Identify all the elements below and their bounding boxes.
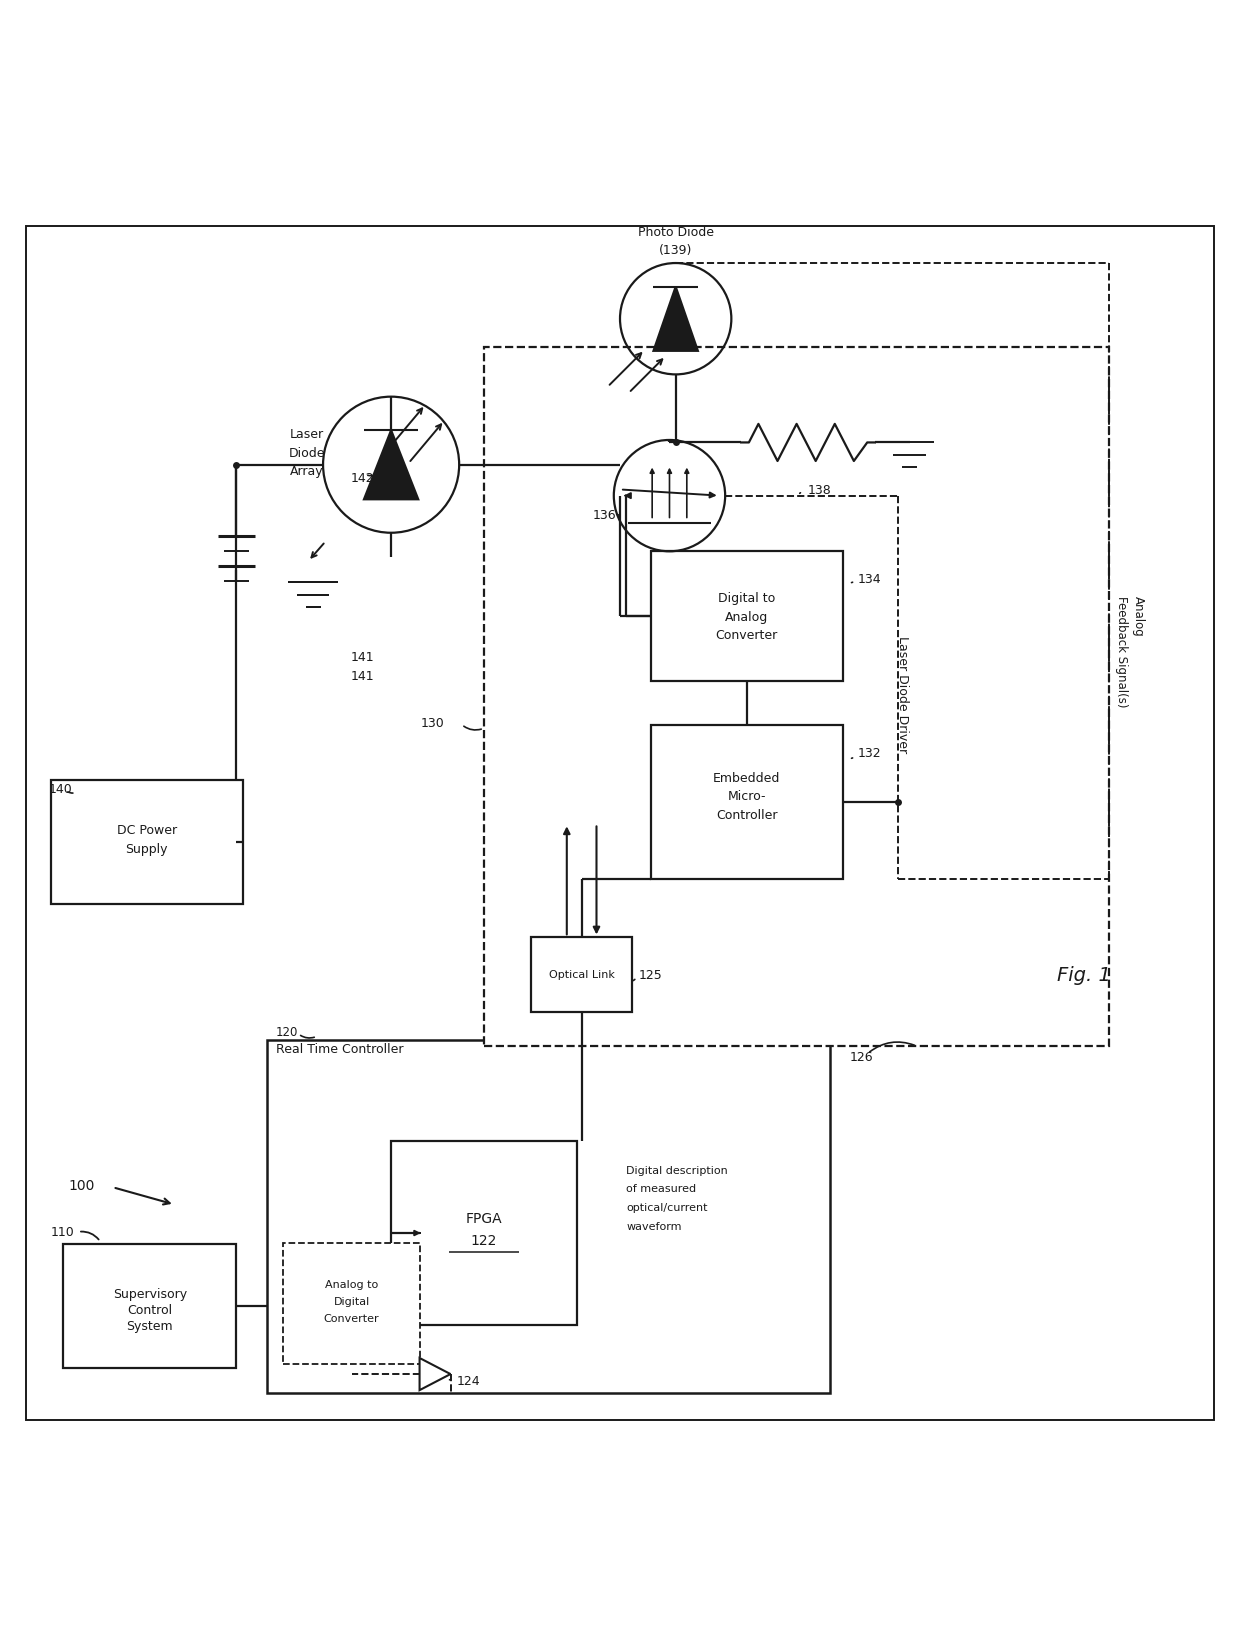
FancyBboxPatch shape — [26, 227, 1214, 1421]
Text: System: System — [126, 1320, 174, 1333]
FancyBboxPatch shape — [651, 552, 843, 682]
Text: of measured: of measured — [626, 1183, 697, 1193]
Text: Micro-: Micro- — [728, 789, 766, 803]
Text: 126: 126 — [851, 1050, 874, 1063]
Text: optical/current: optical/current — [626, 1203, 708, 1213]
Text: Digital: Digital — [334, 1297, 370, 1307]
Text: Real Time Controller: Real Time Controller — [277, 1043, 403, 1055]
Text: Supply: Supply — [125, 842, 167, 855]
Text: 120: 120 — [277, 1025, 299, 1038]
Text: 140: 140 — [48, 783, 72, 796]
FancyBboxPatch shape — [63, 1244, 237, 1368]
Text: 138: 138 — [808, 483, 832, 496]
Text: 134: 134 — [858, 574, 882, 585]
Text: 110: 110 — [51, 1226, 74, 1239]
Text: Analog
Feedback Signal(s): Analog Feedback Signal(s) — [1115, 595, 1145, 707]
Polygon shape — [419, 1358, 450, 1391]
Text: 132: 132 — [858, 747, 882, 760]
Text: Optical Link: Optical Link — [549, 971, 615, 981]
Text: Fig. 1: Fig. 1 — [1056, 966, 1111, 984]
Text: 136: 136 — [593, 508, 616, 521]
Text: Diode: Diode — [289, 447, 325, 460]
Polygon shape — [653, 287, 698, 351]
Text: 124: 124 — [456, 1374, 480, 1388]
Text: Embedded: Embedded — [713, 771, 780, 784]
Text: 130: 130 — [420, 717, 444, 728]
Text: Control: Control — [128, 1304, 172, 1317]
FancyBboxPatch shape — [391, 1142, 577, 1325]
Text: 141: 141 — [350, 669, 374, 682]
FancyBboxPatch shape — [484, 348, 1109, 1046]
FancyBboxPatch shape — [531, 938, 632, 1012]
Polygon shape — [363, 430, 418, 499]
Text: Laser: Laser — [290, 428, 324, 442]
Text: Digital description: Digital description — [626, 1165, 728, 1175]
Text: waveform: waveform — [626, 1221, 682, 1231]
Text: 100: 100 — [68, 1178, 95, 1192]
FancyBboxPatch shape — [651, 725, 843, 880]
Text: Converter: Converter — [324, 1313, 379, 1323]
Text: Converter: Converter — [715, 630, 777, 643]
Text: Digital to: Digital to — [718, 592, 775, 605]
Text: Photo Diode: Photo Diode — [637, 226, 714, 239]
Text: Controller: Controller — [715, 808, 777, 821]
Text: (139): (139) — [658, 244, 692, 257]
FancyBboxPatch shape — [51, 781, 243, 905]
Text: 141: 141 — [350, 651, 374, 664]
Text: Supervisory: Supervisory — [113, 1287, 187, 1300]
Text: DC Power: DC Power — [117, 824, 177, 837]
Text: 122: 122 — [471, 1234, 497, 1248]
FancyBboxPatch shape — [268, 1040, 831, 1393]
FancyBboxPatch shape — [284, 1243, 419, 1365]
Text: Laser Diode Driver: Laser Diode Driver — [895, 636, 909, 753]
Text: 142: 142 — [350, 471, 374, 485]
Text: Array: Array — [290, 465, 324, 478]
Text: Analog to: Analog to — [325, 1279, 378, 1289]
Text: FPGA: FPGA — [465, 1211, 502, 1226]
Text: Analog: Analog — [725, 610, 769, 623]
Text: 125: 125 — [639, 969, 662, 981]
